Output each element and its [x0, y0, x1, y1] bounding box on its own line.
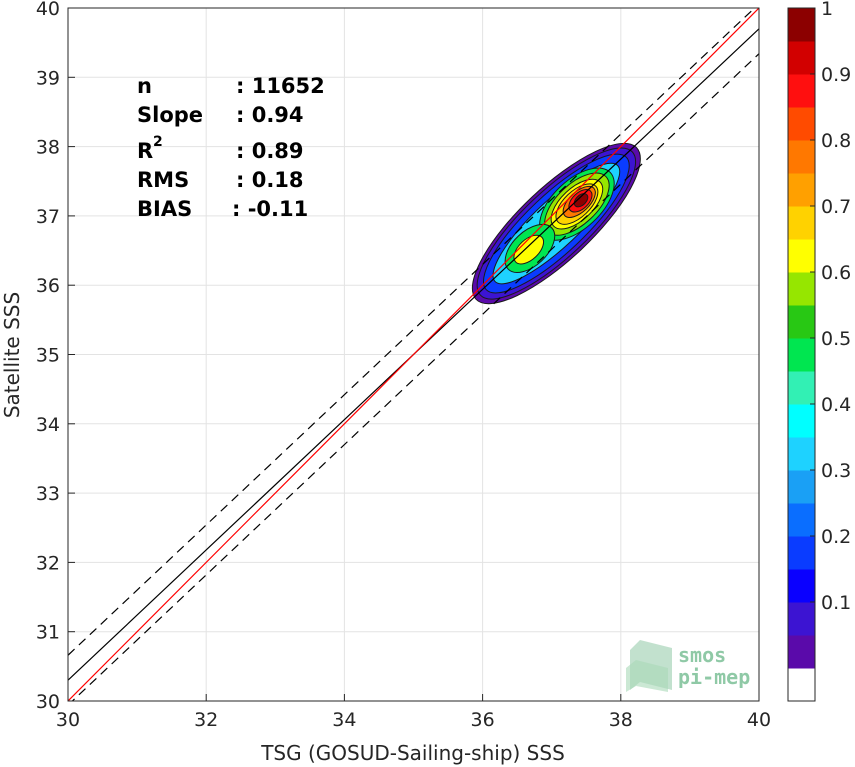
colorbar-segment: [788, 503, 815, 537]
colorbar-segment: [788, 602, 815, 636]
colorbar-tick-label: 0.2: [821, 526, 851, 548]
x-tick-label: 32: [194, 709, 218, 731]
regression-lines: [68, 8, 759, 701]
stat-value: : 0.18: [236, 168, 304, 192]
stat-label: RMS: [137, 168, 189, 192]
colorbar-segment: [788, 74, 815, 108]
colorbar-tick-label: 0.6: [821, 262, 851, 284]
smos-pi-mep-logo: smos pi-mep: [626, 640, 750, 692]
y-tick-label: 30: [36, 691, 60, 713]
x-tick-label: 34: [332, 709, 356, 731]
y-tick-label: 32: [36, 552, 60, 574]
y-axis-label: Satellite SSS: [0, 292, 24, 418]
colorbar-tick-label: 0.5: [821, 328, 851, 350]
colorbar-segment: [788, 272, 815, 306]
y-tick-label: 39: [36, 67, 60, 89]
colorbar-segment: [788, 305, 815, 339]
fit-upper-dashed-line: [68, 8, 756, 656]
x-tick-labels: 30 32 34 36 38 40: [56, 709, 771, 731]
stat-label: R: [137, 139, 153, 163]
x-tick-label: 30: [56, 709, 80, 731]
x-tick-label: 40: [747, 709, 771, 731]
y-tick-label: 35: [36, 345, 60, 367]
colorbar-frame: [787, 7, 816, 702]
y-tick-label: 36: [36, 275, 60, 297]
colorbar-segment: [788, 41, 815, 75]
stat-value: : 0.94: [236, 103, 304, 127]
stat-label: BIAS: [137, 197, 192, 221]
stat-value: : 11652: [236, 74, 325, 98]
colorbar-segment: [788, 338, 815, 372]
y-tick-label: 33: [36, 483, 60, 505]
colorbar-segment: [788, 404, 815, 438]
density-contour: [513, 234, 545, 265]
x-tick-label: 36: [471, 709, 495, 731]
x-axis-label: TSG (GOSUD-Sailing-ship) SSS: [260, 741, 565, 765]
colorbar-segment: [788, 173, 815, 207]
colorbar-tick-label: 0.7: [821, 196, 851, 218]
y-tick-label: 31: [36, 622, 60, 644]
stats-annotation: n : 11652 Slope : 0.94 R 2 : 0.89 RMS : 0.18 BIAS…: [137, 74, 325, 221]
colorbar-tick-label: 0.4: [821, 394, 851, 416]
density-contour: [573, 193, 589, 208]
colorbar-segment: [788, 635, 815, 669]
logo-text-smos: smos: [678, 643, 726, 667]
logo-text-pimep: pi-mep: [678, 665, 750, 689]
plot-frame: [67, 7, 760, 702]
colorbar-segment: [788, 569, 815, 603]
y-tick-label: 38: [36, 137, 60, 159]
colorbar: [787, 7, 816, 702]
colorbar-segment: [788, 470, 815, 504]
colorbar-segment: [788, 437, 815, 471]
y-tick-label: 34: [36, 414, 60, 436]
logo-waves-icon: [626, 640, 672, 692]
colorbar-tick-label: 0.1: [821, 592, 851, 614]
stat-value: : -0.11: [232, 197, 308, 221]
colorbar-segment: [788, 107, 815, 141]
colorbar-segment: [788, 668, 815, 702]
colorbar-tick-label: 1: [821, 0, 833, 20]
colorbar-segment: [788, 239, 815, 273]
colorbar-segment: [788, 140, 815, 174]
colorbar-segment: [788, 371, 815, 405]
y-tick-labels: 30 31 32 33 34 35 36 37 38 39 40: [36, 0, 60, 713]
colorbar-tick-label: 0.3: [821, 460, 851, 482]
colorbar-segment: [788, 206, 815, 240]
stat-label: n: [137, 74, 152, 98]
stat-superscript: 2: [153, 134, 163, 150]
colorbar-tick-label: 0.8: [821, 130, 851, 152]
identity-line: [68, 8, 759, 701]
fit-lower-dashed-line: [71, 53, 759, 701]
colorbar-segment: [788, 536, 815, 570]
y-tick-label: 40: [36, 0, 60, 20]
density-contours: [471, 142, 641, 305]
stat-label: Slope: [137, 103, 203, 127]
y-tick-label: 37: [36, 206, 60, 228]
colorbar-tick-labels: 0.1 0.2 0.3 0.4 0.5 0.6 0.7 0.8 0.9 1: [821, 0, 851, 614]
colorbar-tick-label: 0.9: [821, 64, 851, 86]
colorbar-segment: [788, 8, 815, 42]
x-tick-label: 38: [609, 709, 633, 731]
stat-value: : 0.89: [236, 139, 304, 163]
